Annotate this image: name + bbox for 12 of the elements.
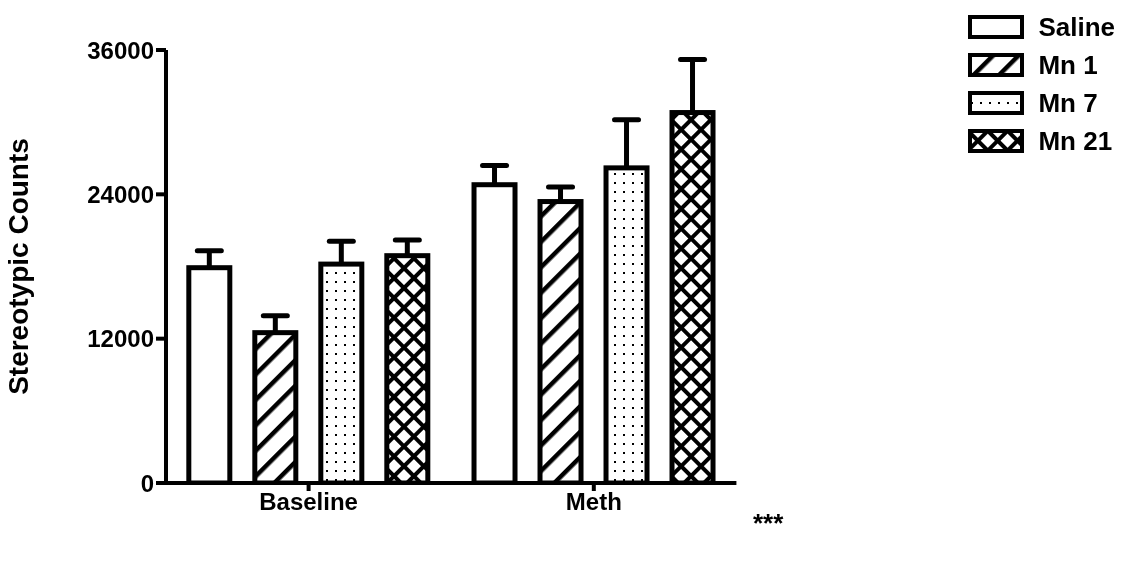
- legend-label: Mn 21: [1038, 125, 1113, 157]
- y-tick-label: 0: [140, 469, 154, 497]
- y-tick-label: 12000: [87, 325, 154, 353]
- legend-label: Mn 7: [1038, 87, 1098, 119]
- text: ***: [753, 508, 784, 539]
- y-tick-label: 24000: [87, 180, 154, 208]
- y-tick-label: 36000: [87, 36, 154, 64]
- y-axis-title: Stereotypic Counts: [2, 138, 34, 395]
- legend-label: Saline: [1038, 11, 1115, 43]
- x-tick-label: Meth: [565, 488, 622, 516]
- x-tick-label: Baseline: [259, 488, 358, 516]
- legend-label: Mn 1: [1038, 49, 1098, 81]
